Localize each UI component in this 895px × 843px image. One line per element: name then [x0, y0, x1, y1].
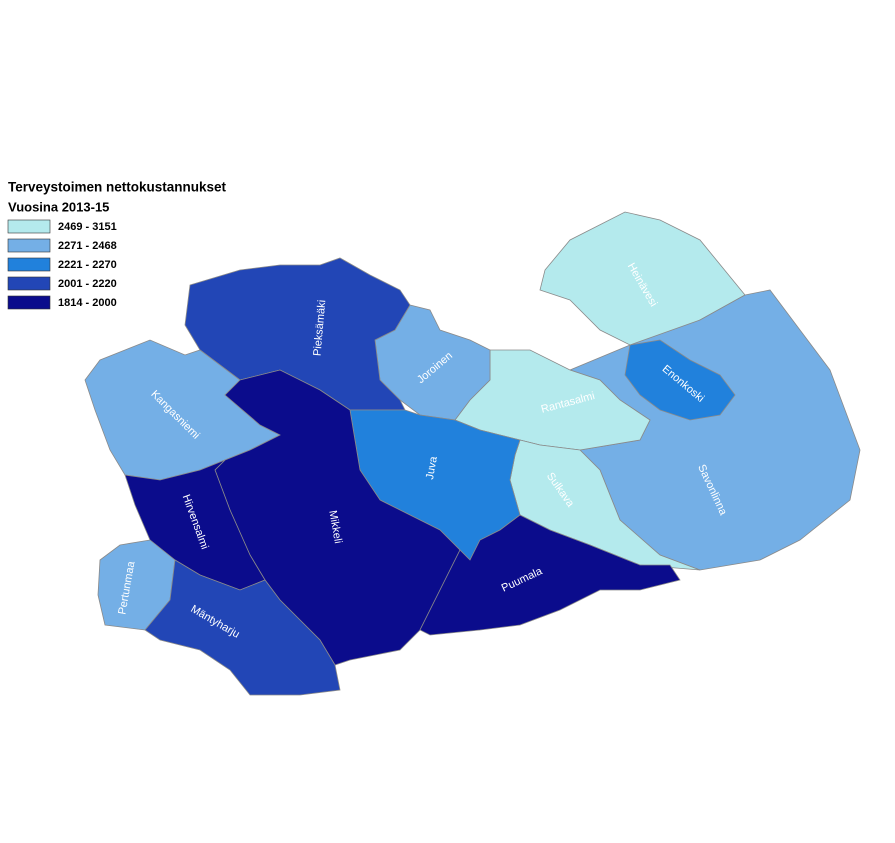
regions	[84, 211, 861, 696]
region-label: Pieksämäki	[311, 299, 328, 356]
legend: 2469 - 3151 2271 - 2468 2221 - 2270 2001 - …	[7, 219, 117, 310]
region-label: Juva	[424, 455, 440, 481]
legend-swatch	[7, 238, 51, 253]
region	[624, 339, 736, 421]
region-label: Mikkeli	[326, 509, 344, 544]
legend-label: 2469 - 3151	[58, 221, 117, 233]
legend-title: Terveystoimen nettokustannukset	[8, 180, 227, 195]
legend-label: 1814 - 2000	[58, 297, 117, 309]
legend-swatch	[7, 257, 51, 272]
legend-swatch	[7, 295, 51, 310]
legend-label: 2221 - 2270	[58, 259, 117, 271]
legend-swatch	[7, 219, 51, 234]
legend-label: 2271 - 2468	[58, 240, 117, 252]
legend-subtitle: Vuosina 2013-15	[8, 199, 109, 214]
region	[144, 559, 341, 696]
legend-label: 2001 - 2220	[58, 278, 117, 290]
region	[419, 514, 681, 636]
region	[214, 369, 461, 666]
legend-swatch	[7, 276, 51, 291]
